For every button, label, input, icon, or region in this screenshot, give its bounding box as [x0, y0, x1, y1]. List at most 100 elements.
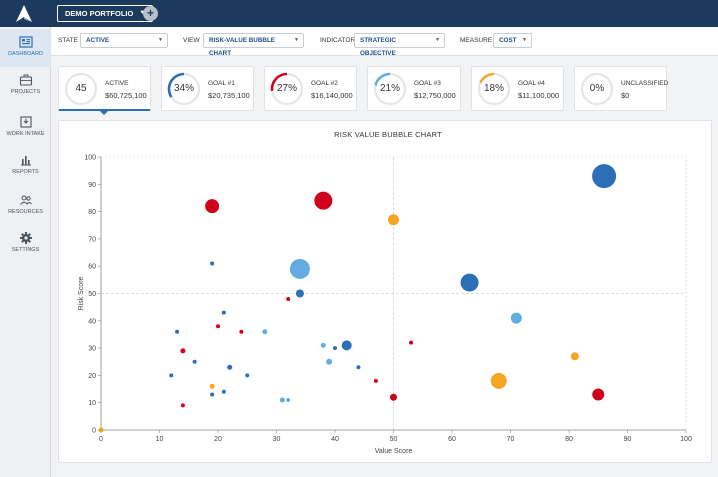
app-logo-icon[interactable] [14, 4, 34, 24]
bubble-goal1[interactable] [221, 310, 226, 315]
x-tick-label: 50 [390, 436, 398, 443]
summary-card-goal-2[interactable]: 27% GOAL #2 $16,140,000 [264, 66, 357, 111]
bubble-goal1[interactable] [192, 359, 197, 364]
progress-ring [64, 72, 98, 106]
card-amount: $0 [621, 91, 630, 100]
card-name: GOAL #2 [311, 80, 338, 87]
y-tick-label: 20 [88, 373, 96, 380]
x-tick-label: 40 [331, 436, 339, 443]
chevron-down-icon: ▼ [139, 6, 145, 21]
bubble-goal3[interactable] [286, 397, 291, 402]
bubble-goal1[interactable] [592, 164, 617, 189]
bubble-goal4[interactable] [388, 214, 399, 226]
x-tick-label: 100 [680, 436, 692, 443]
bubble-goal3[interactable] [262, 329, 268, 335]
summary-card-goal-4[interactable]: 18% GOAL #4 $11,100,000 [471, 66, 564, 111]
summary-card-goal-1[interactable]: 34% GOAL #1 $20,735,100 [161, 66, 254, 111]
bubble-goal2[interactable] [314, 191, 333, 210]
bubble-goal2[interactable] [180, 403, 185, 408]
sidebar-item-label: REPORTS [12, 169, 39, 175]
bubble-goal4[interactable] [490, 372, 507, 389]
y-tick-label: 90 [88, 182, 96, 189]
bubble-goal1[interactable] [210, 392, 215, 397]
card-amount: $12,750,000 [414, 91, 456, 100]
bubble-goal3[interactable] [279, 397, 285, 403]
top-bar: DEMO PORTFOLIO ▼ + [0, 0, 718, 27]
summary-card-goal-3[interactable]: 21% GOAL #3 $12,750,000 [367, 66, 461, 111]
y-tick-label: 40 [88, 318, 96, 325]
bubble-goal1[interactable] [169, 373, 174, 378]
portfolio-dropdown[interactable]: DEMO PORTFOLIO ▼ [57, 5, 154, 22]
bubble-goal2[interactable] [373, 378, 378, 383]
bubble-goal3[interactable] [289, 258, 310, 279]
bubble-goal2[interactable] [205, 199, 220, 214]
bubble-goal4[interactable] [209, 383, 215, 389]
ring-progress [270, 72, 288, 92]
y-tick-label: 50 [88, 291, 96, 298]
x-tick-label: 30 [273, 436, 281, 443]
bubble-goal1[interactable] [245, 373, 250, 378]
measure-value: COST [499, 37, 517, 44]
dashboard-icon [18, 36, 33, 48]
bubble-goal1[interactable] [341, 340, 352, 351]
bubble-goal1[interactable] [221, 389, 226, 394]
inbox-icon [19, 116, 32, 128]
bubble-goal1[interactable] [210, 261, 215, 266]
bubble-goal2[interactable] [409, 340, 414, 345]
sidebar-item-reports[interactable]: REPORTS [0, 153, 51, 183]
ring-track [580, 72, 614, 106]
indicator-select[interactable]: STRATEGIC OBJECTIVE ▼ [354, 33, 445, 57]
bubble-goal2[interactable] [216, 324, 220, 329]
sidebar-item-dashboard[interactable]: DASHBOARD [0, 29, 51, 67]
bubble-goal3[interactable] [510, 312, 522, 324]
gear-icon [19, 232, 32, 244]
indicator-value: STRATEGIC OBJECTIVE [360, 37, 396, 57]
progress-ring [373, 72, 407, 106]
measure-label: MEASURE [460, 37, 493, 44]
bubble-goal1[interactable] [356, 365, 361, 370]
bubble-goal2[interactable] [390, 393, 397, 401]
sidebar-item-label: WORK INTAKE [6, 131, 45, 137]
bubble-goal2[interactable] [180, 348, 186, 354]
card-name: GOAL #4 [518, 80, 545, 87]
state-select[interactable]: ACTIVE ▼ [80, 33, 168, 48]
sidebar-item-label: RESOURCES [8, 209, 43, 215]
card-value: 27% [276, 83, 297, 94]
view-label: VIEW [183, 37, 200, 44]
sidebar-item-resources[interactable]: RESOURCES [0, 193, 51, 223]
card-value: 0% [589, 83, 605, 94]
bubble-goal1[interactable] [460, 273, 479, 292]
bubble-goal3[interactable] [320, 342, 326, 348]
bubble-goal3[interactable] [326, 358, 333, 365]
sidebar-item-projects[interactable]: PROJECTS [0, 73, 51, 103]
view-select[interactable]: RISK-VALUE BUBBLE CHART ▼ [203, 33, 304, 57]
indicator-label: INDICATOR [320, 37, 356, 44]
bubble-goal4[interactable] [98, 427, 104, 433]
bubble-goal2[interactable] [286, 296, 291, 301]
sidebar-item-settings[interactable]: SETTINGS [0, 231, 51, 261]
filter-bar: STATE ACTIVE ▼ VIEW RISK-VALUE BUBBLE CH… [51, 27, 718, 57]
progress-ring [580, 72, 614, 106]
sidebar-item-work-intake[interactable]: WORK INTAKE [0, 115, 51, 145]
card-value: 21% [379, 83, 400, 94]
x-tick-label: 10 [156, 436, 164, 443]
bubble-goal4[interactable] [570, 352, 579, 361]
x-tick-label: 80 [565, 436, 573, 443]
summary-card-unclassified[interactable]: 0% UNCLASSIFIED $0 [574, 66, 668, 111]
card-amount: $11,100,000 [518, 91, 560, 100]
bar-chart-icon [20, 156, 31, 166]
add-portfolio-button[interactable]: + [143, 6, 158, 21]
bubble-goal1[interactable] [333, 346, 337, 351]
bubble-goal2[interactable] [592, 388, 605, 401]
y-tick-label: 100 [84, 155, 96, 162]
bubble-goal2[interactable] [239, 329, 244, 334]
measure-select[interactable]: COST ▼ [493, 33, 532, 48]
bubble-goal1[interactable] [295, 289, 304, 298]
bubble-goal1[interactable] [227, 364, 233, 370]
active-card-pointer [99, 110, 109, 115]
y-tick-label: 80 [88, 209, 96, 216]
card-amount: $60,725,100 [105, 91, 147, 100]
sidebar-item-label: SETTINGS [11, 247, 40, 253]
bubble-goal1[interactable] [175, 329, 180, 334]
